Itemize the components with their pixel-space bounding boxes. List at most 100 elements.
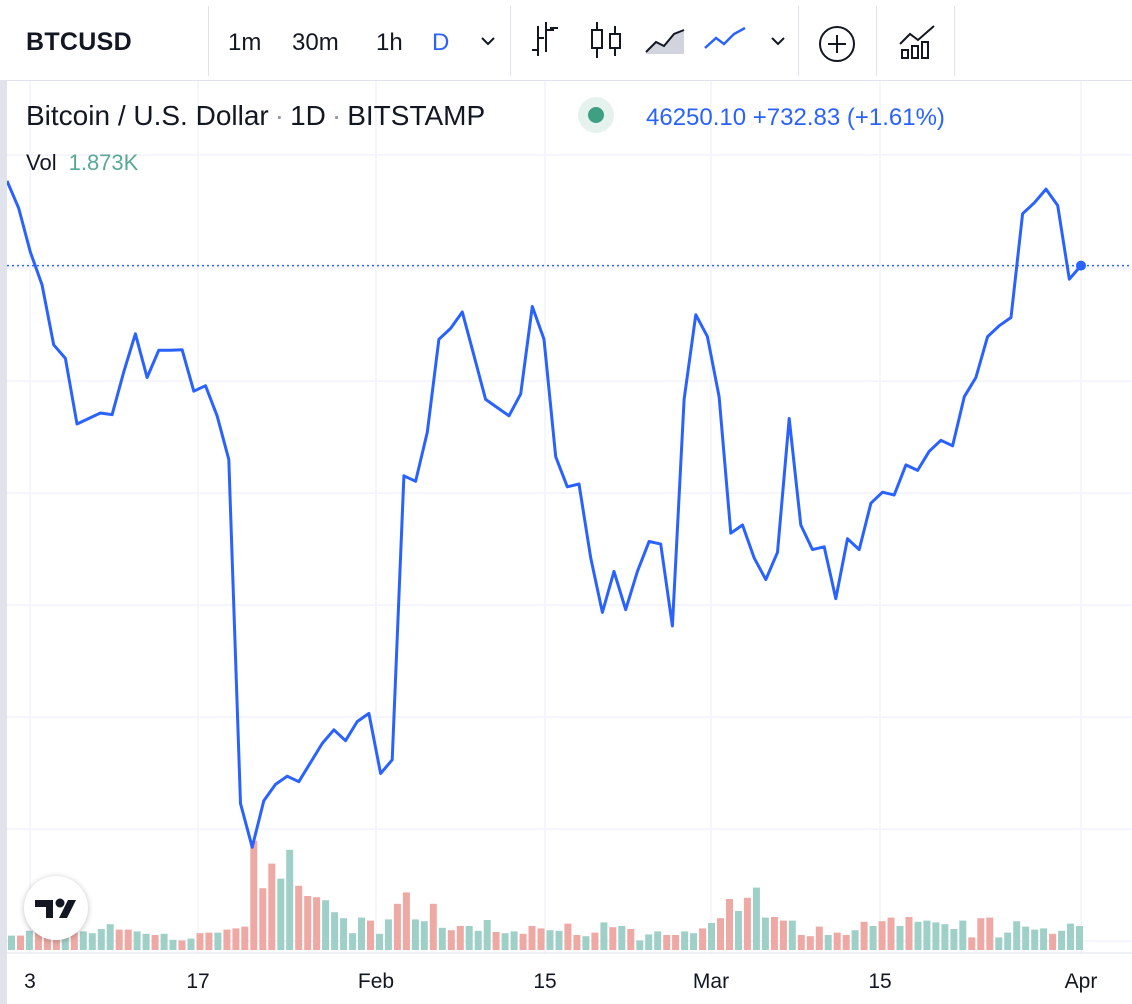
volume-bar	[663, 935, 671, 950]
volume-bar	[402, 892, 410, 950]
volume-legend[interactable]: Vol 1.873K	[26, 150, 138, 176]
volume-bar	[654, 931, 662, 950]
line-chart-icon[interactable]	[702, 18, 748, 62]
volume-bar	[591, 932, 599, 950]
chevron-down-icon[interactable]	[766, 18, 790, 62]
symbol-search-button[interactable]: BTCUSD	[26, 28, 132, 56]
x-tick-label: 15	[868, 970, 891, 993]
compare-icon[interactable]	[896, 18, 940, 62]
volume-bar	[447, 930, 455, 950]
volume-bar	[824, 935, 832, 950]
legend-interval: 1D	[290, 100, 326, 131]
x-tick-label: Apr	[1065, 970, 1098, 993]
volume-bar	[1040, 928, 1048, 950]
last-price-marker	[1076, 260, 1086, 271]
volume-bar	[340, 918, 348, 950]
volume-bar	[806, 936, 814, 950]
volume-bar	[474, 930, 482, 950]
volume-bar	[914, 921, 922, 950]
volume-bar	[878, 921, 886, 950]
interval-1h[interactable]: 1h	[376, 29, 403, 56]
volume-bar	[501, 933, 509, 950]
volume-bar	[519, 933, 527, 950]
volume-bar	[313, 897, 321, 950]
volume-bar	[492, 932, 500, 950]
volume-bar	[196, 933, 204, 950]
area-chart-icon[interactable]	[644, 18, 688, 62]
volume-bar	[97, 929, 105, 950]
volume-label: Vol	[26, 150, 57, 175]
volume-bar	[968, 937, 976, 950]
volume-bar	[573, 935, 581, 950]
volume-bar	[1076, 926, 1083, 950]
volume-bar	[905, 917, 913, 950]
volume-bar	[815, 926, 823, 950]
interval-1m[interactable]: 1m	[228, 29, 262, 56]
volume-bar	[851, 930, 859, 950]
volume-bar	[932, 922, 940, 950]
volume-bar	[564, 923, 572, 950]
market-status-badge[interactable]	[578, 97, 614, 133]
volume-bar	[681, 931, 689, 950]
volume-bar	[887, 917, 895, 950]
volume-bar	[295, 885, 303, 950]
bar-chart-icon[interactable]	[528, 18, 564, 62]
interval-30m[interactable]: 30m	[292, 29, 339, 56]
volume-bar	[331, 912, 339, 950]
legend-separator: ·	[331, 100, 342, 131]
price-readout: 46250.10 +732.83 (+1.61%)	[646, 104, 945, 132]
volume-bar	[941, 924, 949, 950]
tradingview-logo[interactable]	[24, 876, 88, 940]
volume-bar	[250, 840, 258, 950]
volume-bar	[896, 926, 904, 950]
volume-bar	[429, 903, 437, 950]
volume-bar	[618, 926, 626, 950]
series-legend[interactable]: Bitcoin / U.S. Dollar · 1D · BITSTAMP	[26, 100, 485, 132]
volume-bar	[241, 926, 249, 950]
volume-bar	[510, 931, 518, 950]
volume-bar	[384, 919, 392, 950]
volume-bar	[160, 933, 168, 950]
market-open-icon	[588, 107, 604, 123]
interval-d[interactable]: D	[432, 29, 450, 56]
volume-bar	[528, 926, 536, 950]
volume-bar	[232, 928, 240, 950]
x-tick-label: Mar	[693, 970, 729, 993]
volume-bar	[726, 899, 733, 950]
volume-value: 1.873K	[68, 150, 139, 175]
toolbar-divider	[208, 6, 209, 76]
volume-bar	[115, 929, 123, 950]
legend-title: Bitcoin / U.S. Dollar	[26, 100, 269, 131]
volume-bar	[833, 932, 841, 950]
volume-bar	[8, 935, 15, 950]
x-tick-label: 3	[24, 970, 36, 993]
volume-bar	[70, 932, 78, 950]
chart-grid	[7, 80, 1132, 953]
volume-bar	[106, 924, 114, 950]
x-tick-label: 17	[186, 970, 209, 993]
volume-bar	[995, 937, 1003, 950]
volume-bar	[25, 930, 33, 950]
volume-bar	[124, 929, 132, 950]
legend-exchange: BITSTAMP	[347, 100, 486, 131]
volume-bar	[1031, 929, 1039, 950]
volume-bar	[717, 918, 724, 950]
chevron-down-icon[interactable]	[476, 18, 500, 62]
volume-bar	[735, 911, 742, 950]
volume-bar	[555, 930, 563, 950]
volume-bar	[88, 933, 96, 950]
volume-bar	[842, 935, 850, 950]
volume-bar	[349, 933, 357, 950]
x-tick-label: Feb	[358, 970, 394, 993]
volume-bar	[636, 940, 644, 950]
toolbar-divider	[510, 6, 511, 76]
volume-bar	[672, 935, 680, 950]
volume-bar	[277, 878, 285, 950]
volume-bar	[393, 903, 401, 950]
volume-bar	[214, 932, 222, 950]
candlestick-icon[interactable]	[588, 18, 624, 62]
add-indicator-icon[interactable]	[816, 18, 858, 62]
volume-bar	[1058, 930, 1066, 950]
volume-bar	[797, 935, 805, 950]
